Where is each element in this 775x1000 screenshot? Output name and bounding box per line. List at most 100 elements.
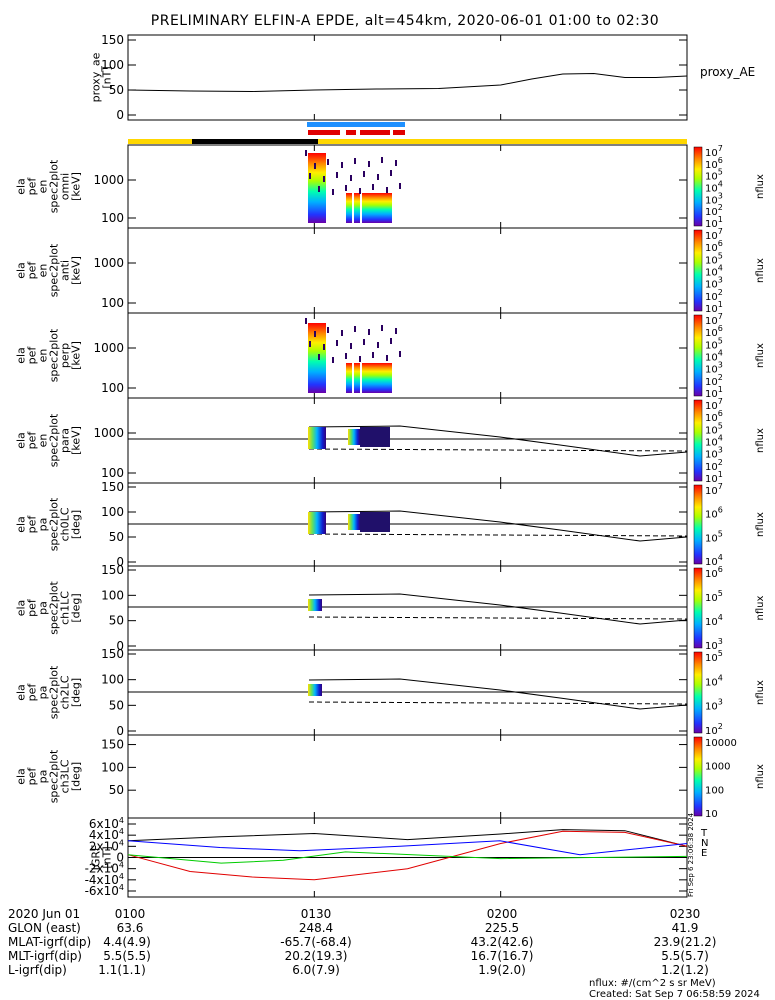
blue-bar [307,122,405,127]
colorbar-label-para-6-base: 10 [705,401,718,412]
ylabel-igrf-4-exp: 4 [119,838,124,847]
colorbar-label-omni-0: 101 [705,215,723,230]
panel-label-ch2LC-3: spec2plot [48,665,61,719]
colorbar-label-omni-0-exp: 1 [718,215,723,224]
colorbar-label-anti-6-base: 10 [705,231,718,242]
colorbar-label-ch0LC-3: 107 [705,482,723,497]
panel-label-anti-5: [keV] [70,256,83,285]
colorbar-label-perp-5: 106 [705,324,723,339]
spec-dot-perp-21 [399,351,401,357]
colorbar-label-para-1: 102 [705,458,723,473]
colorbar-label-para-1-exp: 2 [718,458,723,467]
ylabel-igrf-1-exp: 4 [119,872,124,881]
loss-cone-lower-0 [308,448,688,452]
colorbar-label-omni-2-exp: 3 [718,191,723,200]
row-mlat-label: MLAT-igrf(dip) [8,935,91,949]
colorbar-label-ch1LC-0-exp: 3 [718,637,723,646]
colorbar-label-ch2LC-1-base: 10 [705,702,718,713]
side-stamp: Fri Sep 6 23:06:38 2024 [687,812,695,897]
colorbar-label-ch1LC-3: 106 [705,565,723,580]
ylabel-igrf-5-base: 4x10 [89,828,119,842]
colorbar-label-anti-0-base: 10 [705,304,718,315]
row-mlat-v1: -65.7(-68.4) [280,935,351,949]
red-bar-1 [308,130,340,135]
colorbar-label-ch1LC-3-exp: 6 [718,565,723,574]
panel-label-ch0LC-1: pef [26,515,39,534]
colorbar-label-anti-4-base: 10 [705,255,718,266]
units-footer: nflux: #/(cm^2 s sr MeV) [589,978,716,989]
colorbar-label-ch0LC-1-exp: 5 [718,529,723,538]
spec-col-omni-6 [380,193,392,223]
pa-fill-b-1 [348,514,360,530]
panel-label-ch3LC-3: spec2plot [48,749,61,803]
ylabel-ch0LC-1: 50 [109,530,124,544]
colorbar-label-anti-4-exp: 5 [718,251,723,260]
panel-label-para-1: pef [26,431,39,450]
pa-fill-a-3 [308,684,322,696]
colorbar-label-perp-4-base: 10 [705,340,718,351]
colorbar-label-ch0LC-0: 104 [705,553,723,568]
row-date-label: 2020 Jun 01 [8,907,80,921]
panel-anti: 1001000elapefenspec2plotanti[keV]1011021… [15,227,767,315]
colorbar-label-perp-6: 107 [705,312,723,327]
spec-col-omni-5 [372,193,380,223]
colorbar-label-ch2LC-0-exp: 2 [718,722,723,731]
colorbar-label-para-0-exp: 1 [718,470,723,479]
igrf-right-label-0: T [700,828,708,839]
colorbar-label-anti-5-base: 10 [705,243,718,254]
colorbar-label-ch1LC-2-exp: 5 [718,589,723,598]
colorbar-label-ch2LC-2: 104 [705,673,723,688]
pa-fill-c-1 [360,512,390,532]
ylabel-igrf-2: -2x104 [85,861,124,876]
panel-label-omni-3: spec2plot [48,159,61,213]
ylabel-ch3LC-2: 150 [101,738,124,752]
spec-dot-omni-9 [386,187,388,193]
colorbar-label-anti-0: 101 [705,300,723,315]
ylabel-igrf-2-base: -2x10 [85,862,119,876]
spec-dot-omni-10 [395,160,397,166]
spec-dot-omni-0 [305,150,307,156]
spec-dot-perp-4 [341,330,343,336]
colorbar-label-ch1LC-0-base: 10 [705,641,718,652]
colorbar-label-perp-4-exp: 5 [718,336,723,345]
ylabel-ch3LC-0: 50 [109,783,124,797]
ylabel-ch2LC-0: 0 [116,724,124,738]
colorbar-label-para-4: 105 [705,421,723,436]
spec-dot-perp-0 [305,318,307,324]
colorbar-label-perp-0-exp: 1 [718,385,723,394]
loss-cone-lower-2 [308,616,688,620]
spec-dot-perp-12 [318,354,320,360]
panel-label-ch1LC-1: pef [26,598,39,617]
loss-cone-upper-0 [308,425,688,457]
panel-label-omni-1: pef [26,177,39,196]
colorbar-label-para-3-exp: 4 [718,434,723,443]
colorbar-label-ch2LC-1-exp: 3 [718,698,723,707]
row-mlat-v0: 4.4(4.9) [103,935,151,949]
colorbar-label-ch1LC-0: 103 [705,637,723,652]
colorbar-label-omni-4-base: 10 [705,172,718,183]
colorbar-label-perp-1: 102 [705,373,723,388]
spec-dot-omni-15 [345,185,347,191]
colorbar-label-ch2LC-0-base: 10 [705,726,718,737]
spec-dot-perp-10 [395,328,397,334]
panel-label-ch1LC-5: [deg] [70,593,83,622]
colorbar-label-anti-1-base: 10 [705,292,718,303]
colorbar-label-perp-2-exp: 3 [718,361,723,370]
pa-panel-content-0 [128,425,688,457]
spec-col-omni-2 [346,193,352,223]
colorbar-label-anti-3-exp: 4 [718,264,723,273]
colorbar-label-omni-2: 103 [705,191,723,206]
colorbar-label-anti-3-base: 10 [705,268,718,279]
row-glon-v0: 63.6 [117,921,144,935]
colorbar-label-omni-4: 105 [705,168,723,183]
spec-dot-omni-18 [372,184,374,190]
colorbar-label-ch1LC-2: 105 [705,589,723,604]
colorbar-label-ch0LC-0-exp: 4 [718,553,723,562]
panel-label-ch1LC-3: spec2plot [48,581,61,635]
spec-dot-omni-17 [363,171,365,177]
ylabel-igrf-5-exp: 4 [119,827,124,836]
ylabel-ch2LC-1: 50 [109,698,124,712]
colorbar-label-omni-0-base: 10 [705,219,718,230]
panel-label-ch0LC-2: pa [37,518,50,532]
colorbar-label-omni-5-base: 10 [705,160,718,171]
